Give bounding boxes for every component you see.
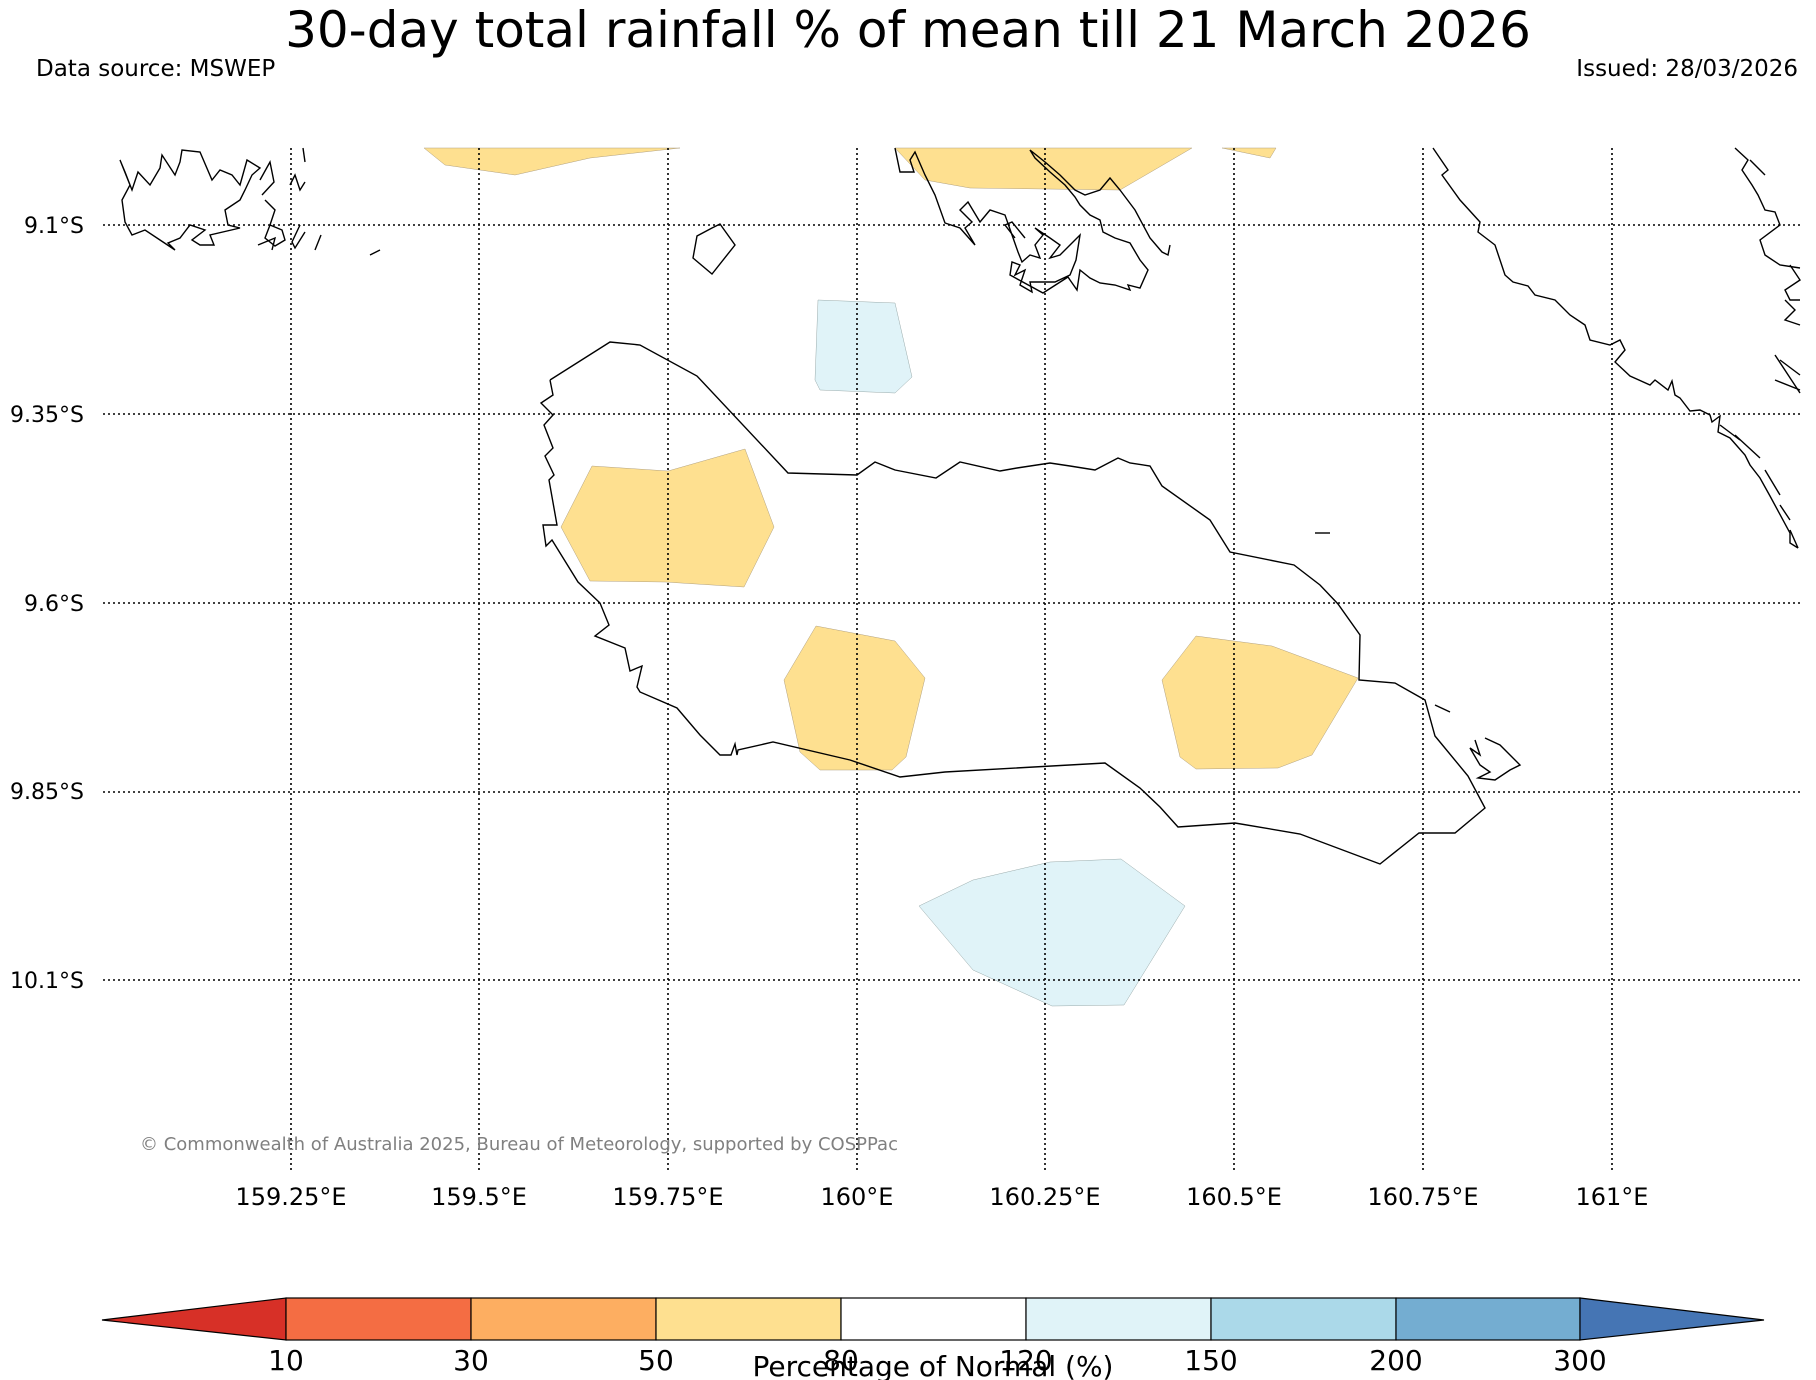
coastline-russell-7 xyxy=(314,234,322,251)
colorbar-tick-300: 300 xyxy=(1553,1344,1606,1377)
coastline-malaita-6 xyxy=(1779,359,1801,376)
coastline-malaita-8 xyxy=(1774,354,1801,394)
coastline-nggela xyxy=(894,147,1171,294)
colorbar xyxy=(101,1297,1765,1341)
data-source-label: Data source: MSWEP xyxy=(36,56,276,82)
coastline-east-islets-2 xyxy=(1469,737,1522,781)
lon-label-159.25: 159.25°E xyxy=(235,1183,346,1211)
coastline-russell-6 xyxy=(291,224,306,250)
coastline-malaita-2 xyxy=(1734,147,1801,269)
coastline-malaita-4 xyxy=(1749,159,1766,176)
lat-label-9.35: 9.35°S xyxy=(10,403,84,428)
coastline-malaita-10 xyxy=(1734,434,1761,459)
colorbar-segment-over xyxy=(1579,1297,1765,1341)
colorbar-segment-10-30 xyxy=(285,1297,472,1341)
colorbar-tick-200: 200 xyxy=(1369,1344,1422,1377)
dry-region-top-center xyxy=(894,147,1193,191)
coastline-malaita-11 xyxy=(1764,469,1781,496)
lon-label-160.5: 160.5°E xyxy=(1186,1183,1282,1211)
coastline-east-islets xyxy=(1434,704,1451,713)
lon-label-160: 160°E xyxy=(821,1183,894,1211)
colorbar-segment-50-80 xyxy=(655,1297,842,1341)
coastline-malaita-9 xyxy=(1719,424,1741,441)
colorbar-tick-30: 30 xyxy=(453,1344,489,1377)
coastline-guadalcanal xyxy=(539,341,1486,865)
colorbar-tick-50: 50 xyxy=(638,1344,674,1377)
colorbar-ticks: 10 30 50 80 120 150 200 300 xyxy=(268,1344,1607,1377)
coastline-nggela-inner xyxy=(1003,221,1026,239)
colorbar-tick-120: 120 xyxy=(999,1344,1052,1377)
colorbar-segment-200-300 xyxy=(1395,1297,1581,1341)
dry-region-center xyxy=(783,625,926,771)
colorbar-tick-80: 80 xyxy=(823,1344,859,1377)
map-area: 9.1°S 9.35°S 9.6°S 9.85°S 10.1°S © Commo… xyxy=(10,147,1801,1211)
map-title: 30-day total rainfall % of mean till 21 … xyxy=(285,1,1531,59)
lon-label-161: 161°E xyxy=(1576,1183,1649,1211)
issued-date-label: Issued: 28/03/2026 xyxy=(1576,56,1798,82)
coastline-malaita xyxy=(1432,147,1799,549)
coastline-russell-8 xyxy=(302,147,306,163)
dry-region-top-right xyxy=(1221,147,1277,159)
colorbar-segment-80-120 xyxy=(840,1297,1027,1341)
lon-label-160.75: 160.75°E xyxy=(1367,1183,1478,1211)
coastline-russell xyxy=(119,149,262,251)
colorbar-tick-150: 150 xyxy=(1184,1344,1237,1377)
coastline-malaita-13 xyxy=(1789,529,1799,549)
dry-region-east xyxy=(1161,635,1359,770)
coastline-russell-2 xyxy=(259,159,275,196)
colorbar-segment-under xyxy=(101,1297,287,1341)
coastline-russell-5 xyxy=(257,236,277,251)
colorbar-tick-10: 10 xyxy=(268,1344,304,1377)
gridlines xyxy=(103,148,1800,1170)
coastline-russell-4 xyxy=(264,199,286,247)
colorbar-segment-120-150 xyxy=(1025,1297,1212,1341)
coastline-malaita-7 xyxy=(1774,379,1801,391)
coastlines xyxy=(119,147,1801,865)
lat-label-9.1: 9.1°S xyxy=(24,214,84,239)
colorbar-title: Percentage of Normal (%) xyxy=(753,1350,1114,1380)
coastline-malaita-3 xyxy=(1784,264,1801,301)
coastline-russell-9 xyxy=(369,249,381,256)
coastline-russell-3 xyxy=(289,173,306,192)
lat-label-9.85: 9.85°S xyxy=(10,780,84,805)
coastline-malaita-5 xyxy=(1783,299,1801,326)
lat-label-9.6: 9.6°S xyxy=(24,592,84,617)
anomaly-regions xyxy=(423,147,1359,1007)
lon-label-159.75: 159.75°E xyxy=(612,1183,723,1211)
coastline-malaita-12 xyxy=(1779,504,1791,521)
wet-region-south xyxy=(918,858,1186,1007)
colorbar-segment-150-200 xyxy=(1210,1297,1397,1341)
copyright-notice: © Commonwealth of Australia 2025, Bureau… xyxy=(140,1134,898,1155)
colorbar-segment-30-50 xyxy=(470,1297,657,1341)
coastline-savo xyxy=(692,223,736,275)
lat-label-10.1: 10.1°S xyxy=(10,969,84,994)
dry-region-top-left xyxy=(423,147,681,176)
lon-label-159.5: 159.5°E xyxy=(431,1183,527,1211)
wet-region-north xyxy=(814,299,913,394)
lon-label-160.25: 160.25°E xyxy=(989,1183,1100,1211)
